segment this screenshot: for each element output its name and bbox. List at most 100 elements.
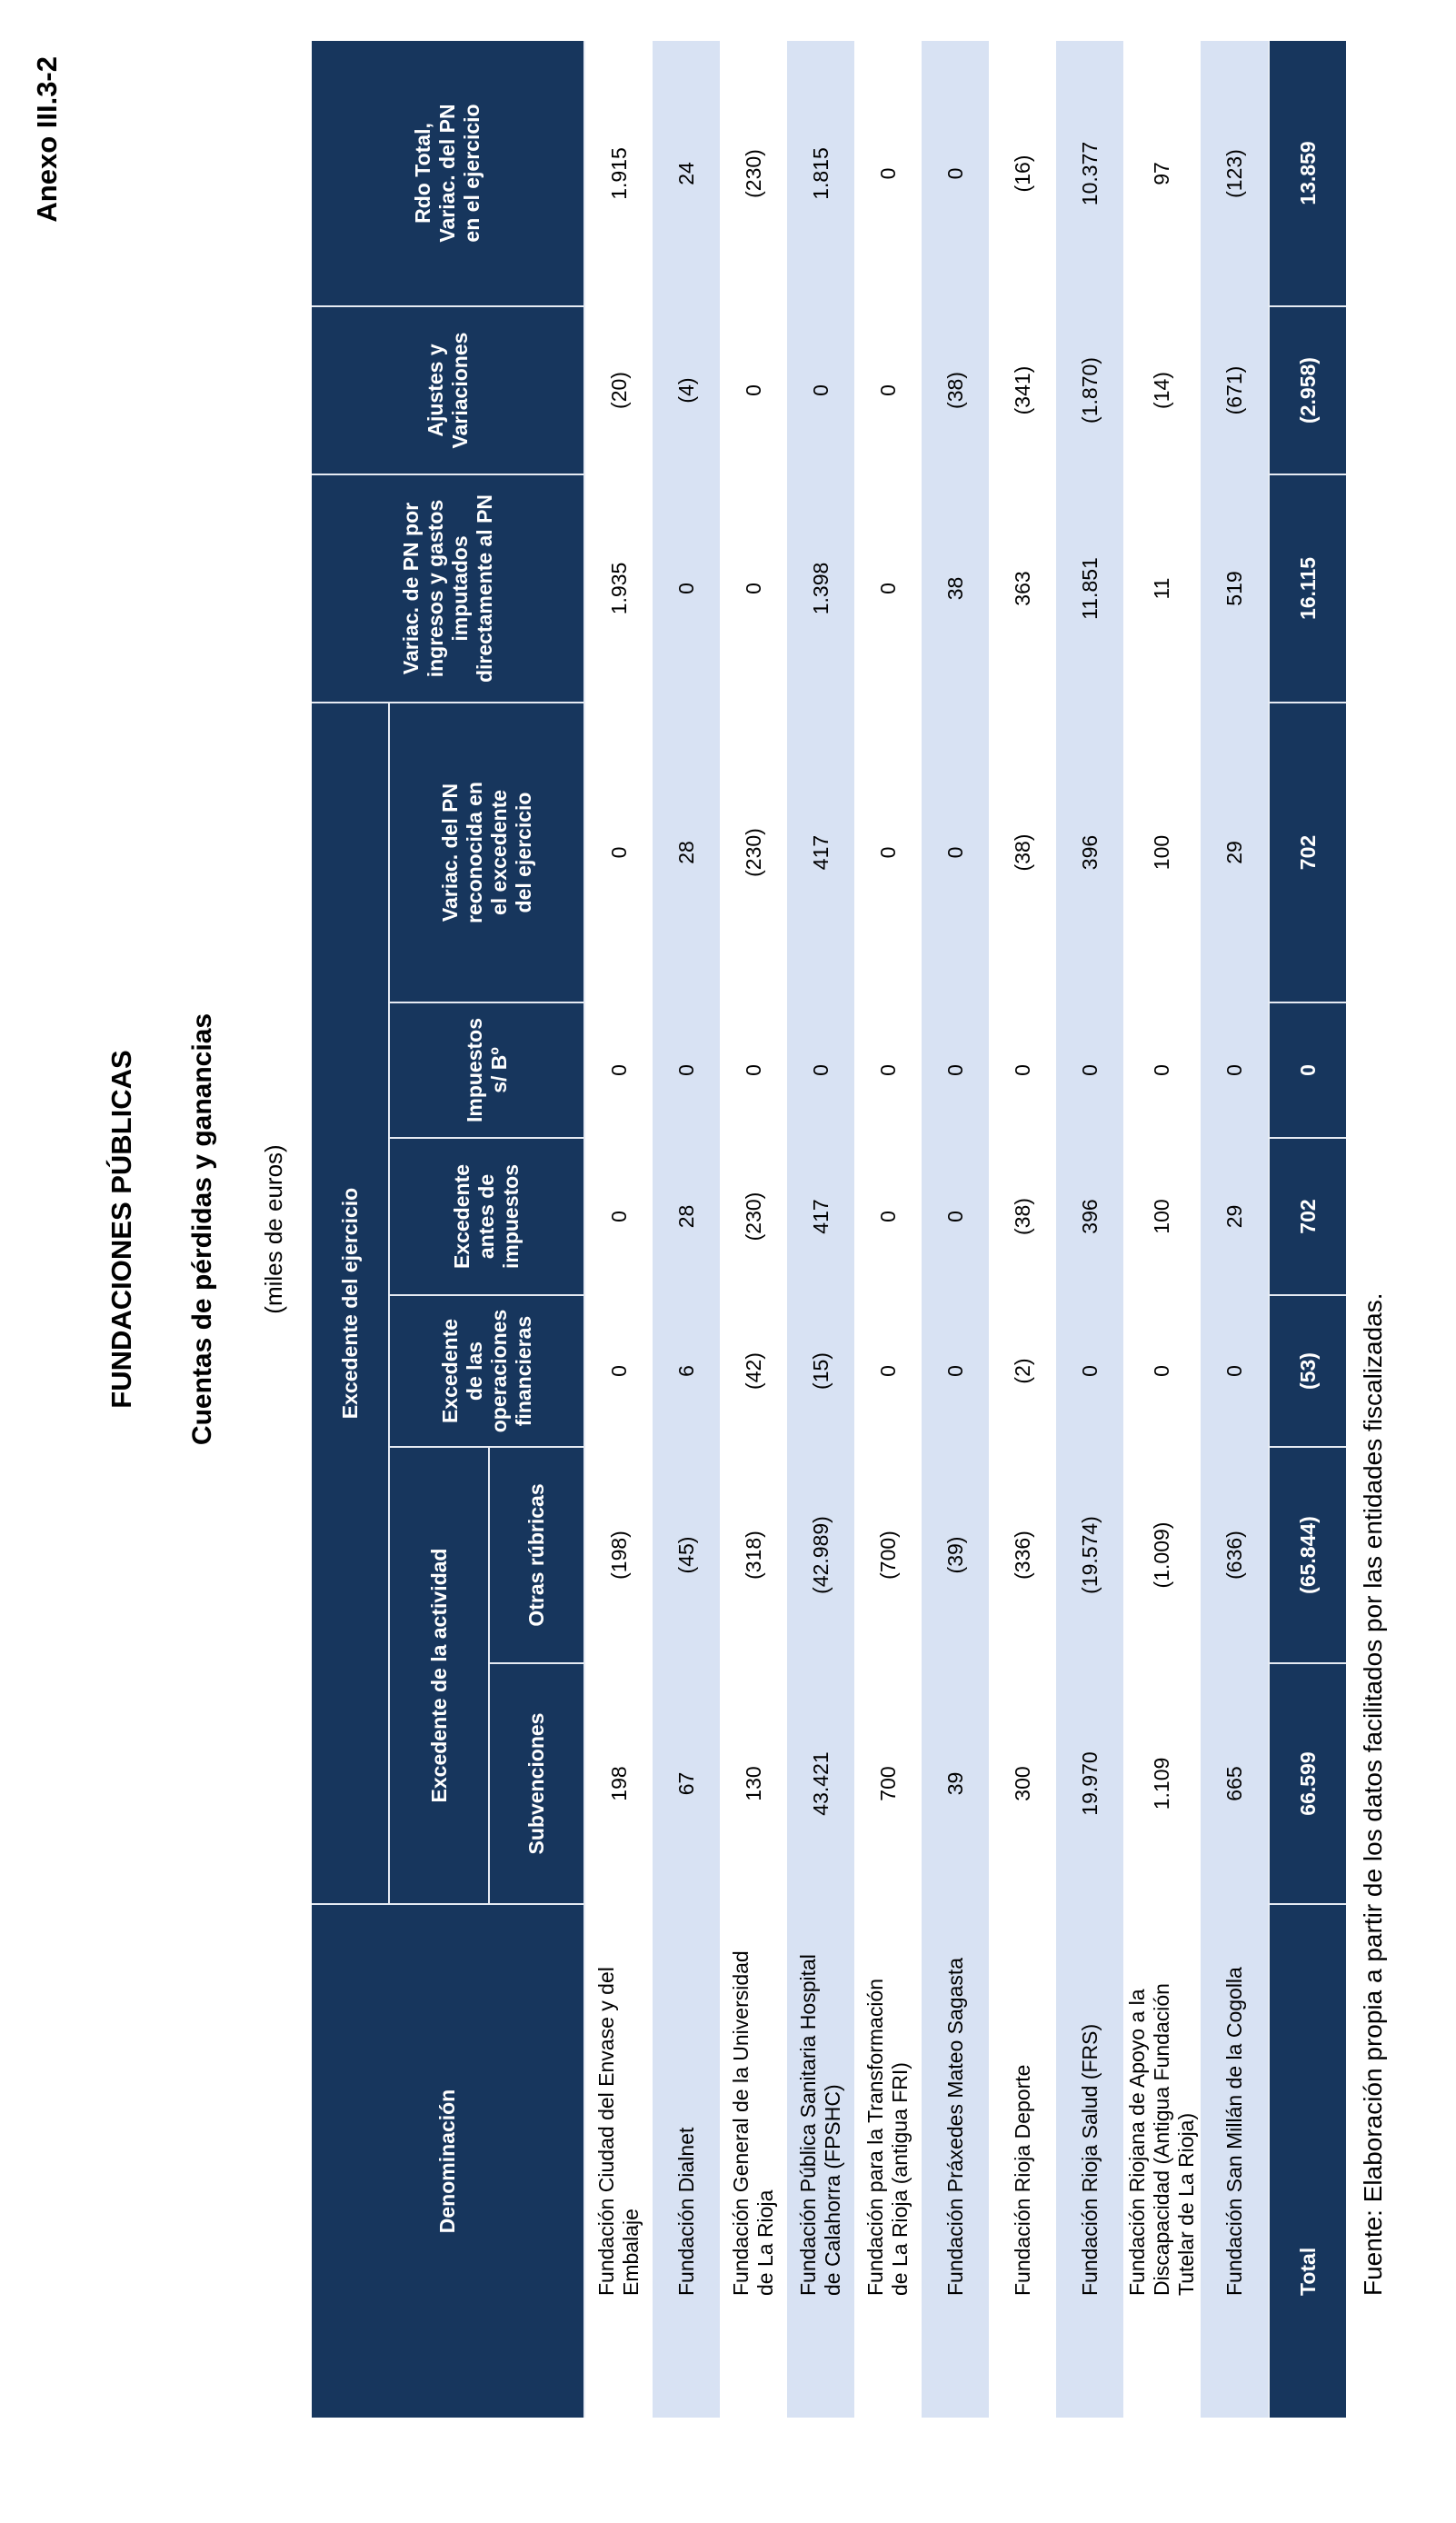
value-rdo-total: 1.915 <box>606 147 631 200</box>
table-row: Fundación Rioja Salud (FRS) 19.970 (19.574… <box>1056 41 1123 2418</box>
value-variac-pn-ingresos: 0 <box>875 583 900 594</box>
value-subvenciones: 19.970 <box>1056 1663 1123 1904</box>
value-variac-pn-reconocida: 0 <box>606 846 631 859</box>
fundacion-name: Fundación Rioja Deporte <box>1010 2064 1034 2296</box>
col-header-otras-rubricas: Otras rúbricas <box>489 1447 584 1663</box>
value-impuestos: 0 <box>1201 1002 1269 1138</box>
value-exc-oper-financieras: 0 <box>606 1365 631 1377</box>
value-exc-oper-financieras: (42) <box>741 1352 765 1390</box>
total-row: Total 66.599 (65.844) (53) 702 0 702 16.115 (2.9… <box>1269 41 1346 2418</box>
value-impuestos: 0 <box>653 1002 720 1138</box>
fundacion-name: Fundación San Millán de la Cogolla <box>1201 1904 1269 2418</box>
value-subvenciones: 130 <box>741 1766 765 1801</box>
value-variac-pn-reconocida: 28 <box>653 703 720 1002</box>
value-variac-pn-ingresos: 519 <box>1201 474 1269 703</box>
value-exc-oper-financieras: (15) <box>787 1295 854 1447</box>
fundacion-name: Fundación Rioja Salud (FRS) <box>1056 1904 1123 2418</box>
value-variac-pn-reconocida: 0 <box>875 846 900 859</box>
value-exc-oper-financieras: 0 <box>1150 1365 1173 1377</box>
fundacion-name: Fundación Práxedes Mateo Sagasta <box>922 1904 989 2418</box>
value-exc-oper-financieras: 0 <box>1056 1295 1123 1447</box>
value-exc-antes-impuestos: 417 <box>787 1138 854 1295</box>
col-header-variac-pn-reconocida: Variac. del PN reconocida en el excedent… <box>389 703 584 1002</box>
value-variac-pn-reconocida: 0 <box>922 703 989 1002</box>
units-label: (miles de euros) <box>260 1144 287 1314</box>
col-header-impuestos: Impuestos s/ Bº <box>389 1002 584 1138</box>
total-label: Total <box>1269 1904 1346 2418</box>
value-impuestos: 0 <box>741 1064 765 1076</box>
total-impuestos: 0 <box>1269 1002 1346 1138</box>
col-header-denominacion: Denominación <box>312 1904 584 2418</box>
table-row: Fundación para la Transformación de La R… <box>854 41 922 2418</box>
value-impuestos: 0 <box>606 1064 631 1076</box>
anexo-label: Anexo III.3-2 <box>31 56 63 223</box>
header-row-1: Denominación Excedente del ejercicio Var… <box>312 41 584 2418</box>
table-row: Fundación Práxedes Mateo Sagasta 39 (39) 0 0… <box>922 41 989 2418</box>
fundacion-name: Fundación General de la Universidad de L… <box>729 1950 777 2296</box>
value-subvenciones: 1.109 <box>1150 1757 1173 1810</box>
value-variac-pn-ingresos: 0 <box>741 583 765 594</box>
value-rdo-total: (16) <box>1010 155 1034 193</box>
group-header-excedente-ejercicio: Excedente del ejercicio <box>312 703 389 1904</box>
value-ajustes: (341) <box>1010 365 1034 415</box>
table-row: Fundación Dialnet 67 (45) 6 28 0 28 0 (4) 24 <box>653 41 720 2418</box>
value-ajustes: (1.870) <box>1056 306 1123 474</box>
value-variac-pn-reconocida: (230) <box>741 828 765 877</box>
total-rdo-total: 13.859 <box>1269 41 1346 306</box>
value-exc-oper-financieras: 0 <box>1201 1295 1269 1447</box>
source-note: Fuente: Elaboración propia a partir de l… <box>1359 1292 1387 2296</box>
value-exc-antes-impuestos: 0 <box>922 1138 989 1295</box>
table-row: Fundación Pública Sanitaria Hospital de … <box>787 41 854 2418</box>
value-otras-rubricas: (636) <box>1201 1447 1269 1663</box>
value-variac-pn-ingresos: 1.398 <box>787 474 854 703</box>
value-exc-antes-impuestos: 100 <box>1150 1199 1173 1234</box>
value-impuestos: 0 <box>875 1064 900 1076</box>
group-header-excedente-actividad: Excedente de la actividad <box>389 1447 489 1904</box>
col-header-variac-pn-ingresos: Variac. de PN por ingresos y gastos impu… <box>312 474 584 703</box>
value-rdo-total: (230) <box>741 149 765 198</box>
value-impuestos: 0 <box>1056 1002 1123 1138</box>
total-subvenciones: 66.599 <box>1269 1663 1346 1904</box>
fundacion-name: Fundación Riojana de Apoyo a la Discapac… <box>1125 1983 1198 2296</box>
value-subvenciones: 665 <box>1201 1663 1269 1904</box>
value-variac-pn-reconocida: 417 <box>787 703 854 1002</box>
value-rdo-total: (123) <box>1201 41 1269 306</box>
value-subvenciones: 43.421 <box>787 1663 854 1904</box>
table-header: Denominación Excedente del ejercicio Var… <box>312 41 584 2418</box>
value-exc-oper-financieras: (2) <box>1010 1358 1034 1384</box>
col-header-exc-oper-financieras: Excedente de las operaciones financieras <box>389 1295 584 1447</box>
page-title: FUNDACIONES PÚBLICAS <box>105 1050 137 1409</box>
value-exc-antes-impuestos: 28 <box>653 1138 720 1295</box>
value-exc-antes-impuestos: 0 <box>875 1211 900 1222</box>
value-variac-pn-reconocida: (38) <box>1010 833 1034 872</box>
value-exc-antes-impuestos: 29 <box>1201 1138 1269 1295</box>
value-otras-rubricas: (42.989) <box>787 1447 854 1663</box>
value-exc-antes-impuestos: 396 <box>1056 1138 1123 1295</box>
col-header-subvenciones: Subvenciones <box>489 1663 584 1904</box>
col-header-ajustes: Ajustes y Variaciones <box>312 306 584 474</box>
value-exc-antes-impuestos: (38) <box>1010 1198 1034 1235</box>
value-variac-pn-ingresos: 1.935 <box>606 562 631 615</box>
value-exc-oper-financieras: 6 <box>653 1295 720 1447</box>
value-impuestos: 0 <box>922 1002 989 1138</box>
total-otras-rubricas: (65.844) <box>1269 1447 1346 1663</box>
value-variac-pn-ingresos: 38 <box>922 474 989 703</box>
value-otras-rubricas: (318) <box>741 1531 765 1580</box>
value-exc-antes-impuestos: 0 <box>606 1211 631 1222</box>
value-otras-rubricas: (19.574) <box>1056 1447 1123 1663</box>
value-ajustes: 0 <box>787 306 854 474</box>
value-variac-pn-reconocida: 29 <box>1201 703 1269 1002</box>
fundacion-name: Fundación para la Transformación de La R… <box>863 1978 912 2296</box>
value-exc-antes-impuestos: (230) <box>741 1192 765 1242</box>
value-variac-pn-ingresos: 0 <box>653 474 720 703</box>
value-ajustes: (671) <box>1201 306 1269 474</box>
total-variac-pn-ingresos: 16.115 <box>1269 474 1346 703</box>
page-subtitle: Cuentas de pérdidas y ganancias <box>187 1012 217 1446</box>
value-ajustes: (14) <box>1150 372 1173 409</box>
value-otras-rubricas: (336) <box>1010 1531 1034 1580</box>
table-row: Fundación General de la Universidad de L… <box>720 41 787 2418</box>
value-subvenciones: 700 <box>875 1766 900 1801</box>
value-variac-pn-ingresos: 11 <box>1150 577 1173 600</box>
